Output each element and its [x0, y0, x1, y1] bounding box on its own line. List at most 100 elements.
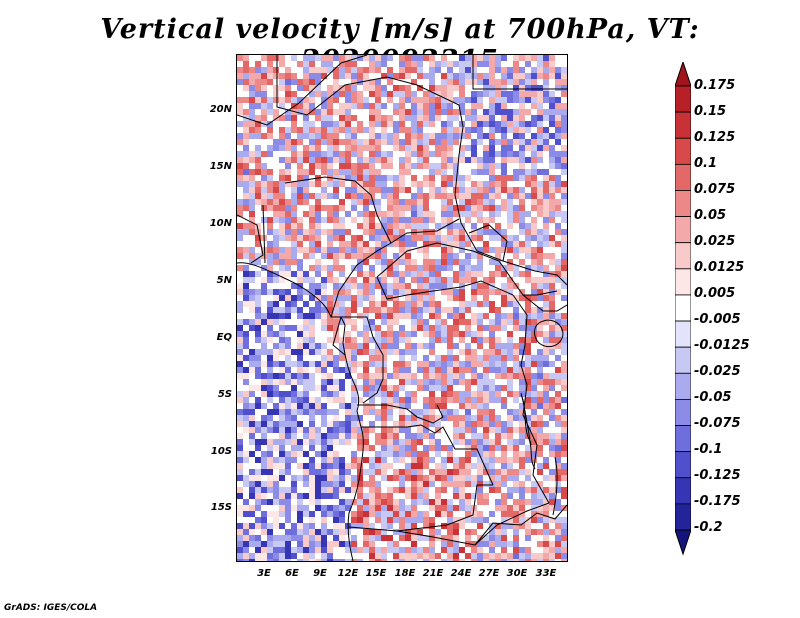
field-cell — [429, 331, 435, 337]
field-cell — [495, 343, 501, 349]
border-uganda — [522, 294, 567, 312]
field-cell — [345, 103, 351, 109]
field-cell — [429, 397, 435, 403]
field-cell — [363, 115, 369, 121]
field-cell — [555, 481, 561, 487]
field-cell — [255, 103, 261, 109]
field-cell — [261, 541, 267, 547]
field-cell — [447, 289, 453, 295]
field-cell — [357, 553, 363, 559]
field-cell — [435, 241, 441, 247]
field-cell — [309, 511, 315, 517]
field-cell — [381, 439, 387, 445]
field-cell — [357, 331, 363, 337]
field-cell — [531, 97, 537, 103]
field-cell — [501, 295, 507, 301]
field-cell — [297, 205, 303, 211]
field-cell — [387, 205, 393, 211]
field-cell — [465, 211, 471, 217]
field-cell — [495, 103, 501, 109]
field-cell — [333, 55, 339, 61]
field-cell — [525, 481, 531, 487]
field-cell — [339, 217, 345, 223]
field-cell — [315, 433, 321, 439]
field-cell — [393, 331, 399, 337]
field-cell — [471, 409, 477, 415]
field-cell — [555, 337, 561, 343]
field-cell — [249, 109, 255, 115]
field-cell — [279, 415, 285, 421]
field-cell — [375, 475, 381, 481]
field-cell — [387, 187, 393, 193]
field-cell — [501, 397, 507, 403]
field-cell — [357, 511, 363, 517]
field-cell — [273, 193, 279, 199]
field-cell — [495, 181, 501, 187]
field-cell — [483, 151, 489, 157]
field-cell — [309, 445, 315, 451]
field-cell — [465, 103, 471, 109]
field-cell — [279, 529, 285, 535]
field-cell — [291, 415, 297, 421]
field-cell — [327, 133, 333, 139]
field-cell — [495, 259, 501, 265]
field-cell — [303, 103, 309, 109]
field-cell — [447, 217, 453, 223]
field-cell — [249, 229, 255, 235]
field-cell — [285, 511, 291, 517]
field-cell — [417, 301, 423, 307]
field-cell — [537, 199, 543, 205]
field-cell — [279, 283, 285, 289]
field-cell — [279, 79, 285, 85]
field-cell — [477, 391, 483, 397]
field-cell — [285, 241, 291, 247]
field-cell — [543, 307, 549, 313]
field-cell — [291, 349, 297, 355]
field-cell — [369, 97, 375, 103]
field-cell — [285, 205, 291, 211]
field-cell — [369, 397, 375, 403]
field-cell — [543, 163, 549, 169]
field-cell — [435, 439, 441, 445]
field-cell — [531, 349, 537, 355]
field-cell — [447, 379, 453, 385]
field-cell — [423, 223, 429, 229]
field-cell — [459, 409, 465, 415]
field-cell — [411, 133, 417, 139]
field-cell — [387, 421, 393, 427]
field-cell — [249, 97, 255, 103]
field-cell — [531, 427, 537, 433]
field-cell — [459, 373, 465, 379]
field-cell — [459, 325, 465, 331]
field-cell — [447, 109, 453, 115]
field-cell — [297, 301, 303, 307]
field-cell — [483, 301, 489, 307]
field-cell — [345, 361, 351, 367]
field-cell — [435, 427, 441, 433]
field-cell — [345, 409, 351, 415]
field-cell — [327, 397, 333, 403]
field-cell — [459, 313, 465, 319]
field-cell — [273, 259, 279, 265]
field-cell — [351, 319, 357, 325]
field-cell — [255, 265, 261, 271]
field-cell — [309, 439, 315, 445]
field-cell — [327, 319, 333, 325]
field-cell — [309, 73, 315, 79]
field-cell — [507, 217, 513, 223]
field-cell — [471, 91, 477, 97]
field-cell — [489, 523, 495, 529]
field-cell — [465, 325, 471, 331]
field-cell — [453, 475, 459, 481]
field-cell — [537, 175, 543, 181]
field-cell — [429, 373, 435, 379]
field-cell — [249, 187, 255, 193]
field-cell — [309, 97, 315, 103]
field-cell — [255, 385, 261, 391]
field-cell — [441, 247, 447, 253]
field-cell — [435, 331, 441, 337]
field-cell — [255, 271, 261, 277]
field-cell — [237, 469, 243, 475]
field-cell — [453, 277, 459, 283]
field-cell — [447, 463, 453, 469]
